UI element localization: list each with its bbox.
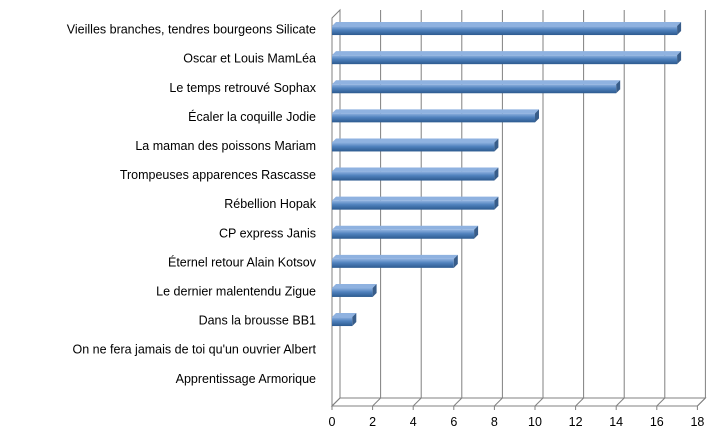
bar-front bbox=[332, 113, 535, 123]
floor-gridline bbox=[372, 397, 381, 407]
category-label: Trompeuses apparences Rascasse bbox=[120, 168, 316, 182]
floor-gridline bbox=[615, 397, 625, 407]
bar-top bbox=[332, 167, 499, 172]
bar-top bbox=[332, 109, 539, 114]
category-label: CP express Janis bbox=[219, 226, 316, 240]
floor-gridline bbox=[575, 397, 584, 407]
bar bbox=[332, 51, 682, 65]
bar bbox=[332, 254, 458, 268]
bar-end bbox=[372, 283, 377, 297]
bar-top bbox=[332, 283, 377, 288]
category-label: Oscar et Louis MamLéa bbox=[183, 52, 316, 66]
bar-end bbox=[677, 22, 682, 36]
category-label: Écaler la coquille Jodie bbox=[188, 109, 316, 124]
category-label: La maman des poissons Mariam bbox=[135, 139, 316, 153]
x-tick-label: 8 bbox=[491, 415, 498, 429]
bar-top bbox=[332, 80, 621, 85]
bar bbox=[332, 109, 539, 123]
bar-top bbox=[332, 138, 499, 143]
x-tick-label: 2 bbox=[369, 415, 376, 429]
x-tick-label: 14 bbox=[609, 415, 623, 429]
x-tick-label: 6 bbox=[450, 415, 457, 429]
bar bbox=[332, 196, 499, 210]
x-tick-label: 12 bbox=[569, 415, 583, 429]
floor-gridline bbox=[494, 397, 503, 407]
bar-top bbox=[332, 313, 357, 318]
bar-front bbox=[332, 200, 495, 210]
bar-end bbox=[453, 254, 458, 268]
bar-end bbox=[677, 51, 682, 65]
category-label: Éternel retour Alain Kotsov bbox=[168, 254, 317, 269]
x-tick-label: 18 bbox=[690, 415, 704, 429]
x-tick-label: 0 bbox=[329, 415, 336, 429]
bar-end bbox=[474, 225, 479, 239]
bar-end bbox=[616, 80, 621, 94]
x-tick-labels: 0 2 4 6 8 10 12 14 16 18 bbox=[329, 415, 705, 429]
category-label: Vieilles branches, tendres bourgeons Sil… bbox=[67, 23, 316, 37]
bar bbox=[332, 283, 377, 297]
bar-front bbox=[332, 171, 495, 181]
bar-end bbox=[535, 109, 539, 123]
bar bbox=[332, 167, 499, 181]
bar-top bbox=[332, 254, 458, 259]
floor-gridline bbox=[453, 397, 463, 407]
category-label: Le dernier malentendu Zigue bbox=[156, 284, 316, 298]
category-label: Apprentissage Armorique bbox=[176, 372, 316, 386]
bars bbox=[332, 22, 682, 327]
category-label: Le temps retrouvé Sophax bbox=[169, 81, 316, 95]
floor-gridline bbox=[534, 397, 544, 407]
bar-end bbox=[494, 167, 499, 181]
bar-top bbox=[332, 196, 499, 201]
bar-top bbox=[332, 51, 682, 56]
bar-top bbox=[332, 225, 479, 230]
bar bbox=[332, 80, 621, 94]
floor-gridline bbox=[656, 397, 666, 407]
bar-end bbox=[494, 196, 499, 210]
bar bbox=[332, 225, 479, 239]
bar-front bbox=[332, 258, 454, 268]
bar-end bbox=[352, 313, 357, 327]
bar bbox=[332, 138, 499, 152]
category-label: Dans la brousse BB1 bbox=[199, 314, 316, 328]
bar bbox=[332, 313, 357, 327]
bar-front bbox=[332, 287, 373, 297]
bar-front bbox=[332, 84, 617, 94]
floor-gridline bbox=[331, 397, 341, 407]
x-tick-label: 16 bbox=[650, 415, 664, 429]
category-labels: Vieilles branches, tendres bourgeons Sil… bbox=[67, 23, 317, 386]
floor bbox=[330, 397, 707, 407]
bar-end bbox=[494, 138, 499, 152]
floor-gridline bbox=[697, 397, 706, 407]
bar-front bbox=[332, 229, 475, 239]
category-label: On ne fera jamais de toi qu'un ouvrier A… bbox=[73, 343, 317, 357]
grid-lines bbox=[331, 10, 706, 410]
bar-front bbox=[332, 317, 353, 327]
x-tick-label: 4 bbox=[410, 415, 417, 429]
floor-gridline bbox=[412, 397, 422, 407]
category-label: Rébellion Hopak bbox=[224, 197, 316, 211]
bar bbox=[332, 22, 682, 36]
bar-front bbox=[332, 26, 678, 36]
bar-top bbox=[332, 22, 682, 27]
x-tick-label: 10 bbox=[528, 415, 542, 429]
bar-front bbox=[332, 142, 495, 152]
bar-front bbox=[332, 55, 678, 65]
